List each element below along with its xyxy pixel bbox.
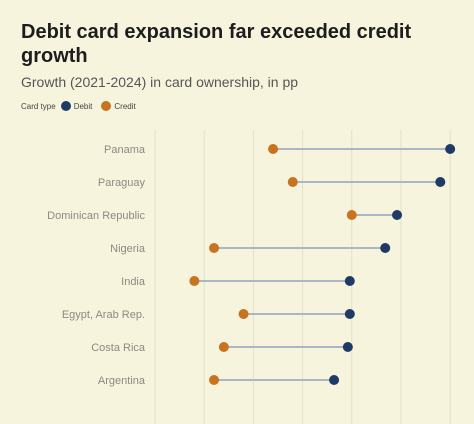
category-label: Nigeria <box>110 243 146 255</box>
credit-point <box>238 309 249 319</box>
category-label: Dominican Republic <box>47 210 145 222</box>
category-label: Paraguay <box>98 177 146 189</box>
category-label: Costa Rica <box>91 342 146 354</box>
credit-point <box>268 144 279 154</box>
debit-point <box>342 342 353 352</box>
debit-point <box>329 375 340 385</box>
legend-title: Card type <box>21 101 56 111</box>
legend-item-debit[interactable]: Debit <box>60 101 93 111</box>
legend: Card type Debit Credit <box>21 101 140 111</box>
debit-point <box>380 243 391 253</box>
credit-point <box>189 276 200 286</box>
credit-point <box>287 177 298 187</box>
legend-label-credit: Credit <box>114 101 136 111</box>
category-label: Panama <box>104 144 146 156</box>
legend-label-debit: Debit <box>73 101 93 111</box>
debit-point <box>435 177 446 187</box>
credit-point <box>209 243 220 253</box>
credit-point <box>346 210 357 220</box>
legend-swatch-credit <box>101 101 112 111</box>
category-label: India <box>121 276 146 288</box>
debit-point <box>392 210 403 220</box>
chart-subtitle: Growth (2021-2024) in card ownership, in… <box>21 74 299 90</box>
category-label: Egypt, Arab Rep. <box>62 309 145 321</box>
debit-point <box>344 276 355 286</box>
legend-swatch-debit <box>60 101 71 111</box>
credit-point <box>218 342 229 352</box>
debit-point <box>344 309 355 319</box>
chart-title: Debit card expansion far exceeded credit… <box>21 21 412 67</box>
credit-point <box>209 375 220 385</box>
legend-item-credit[interactable]: Credit <box>101 101 136 111</box>
category-label: Argentina <box>98 375 146 387</box>
debit-point <box>445 144 456 154</box>
